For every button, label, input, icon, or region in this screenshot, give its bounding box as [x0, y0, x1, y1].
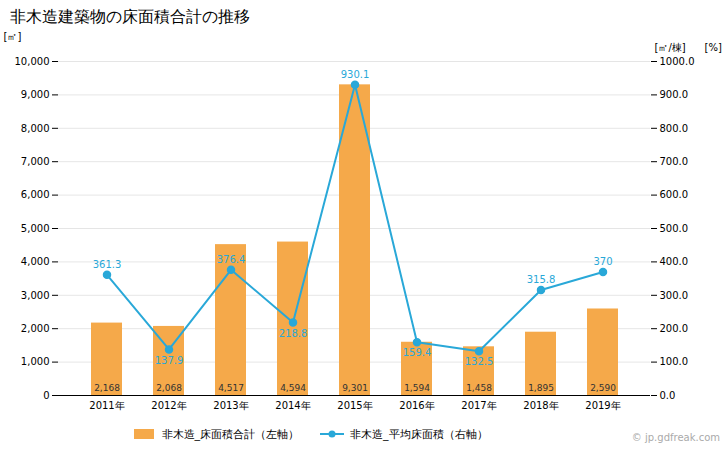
svg-text:1000.0: 1000.0 — [660, 56, 695, 67]
svg-text:376.4: 376.4 — [217, 254, 246, 265]
svg-text:2011年: 2011年 — [89, 400, 124, 411]
html-text:非木造_平均床面積（右軸）: 非木造_平均床面積（右軸） — [350, 427, 488, 441]
svg-text:1,594: 1,594 — [404, 383, 430, 393]
html-text:© jp.gdfreak.com: © jp.gdfreak.com — [631, 432, 720, 443]
svg-text:3,000: 3,000 — [21, 290, 50, 301]
svg-text:2012年: 2012年 — [151, 400, 186, 411]
svg-text:132.5: 132.5 — [465, 356, 494, 367]
svg-text:137.9: 137.9 — [155, 355, 184, 366]
svg-text:9,000: 9,000 — [21, 89, 50, 100]
svg-text:930.1: 930.1 — [341, 69, 370, 80]
svg-text:600.0: 600.0 — [660, 189, 689, 200]
svg-text:1,895: 1,895 — [528, 383, 554, 393]
svg-text:4,000: 4,000 — [21, 256, 50, 267]
svg-text:2,590: 2,590 — [590, 383, 616, 393]
svg-text:700.0: 700.0 — [660, 156, 689, 167]
svg-text:800.0: 800.0 — [660, 123, 689, 134]
svg-text:8,000: 8,000 — [21, 123, 50, 134]
svg-text:2017年: 2017年 — [461, 400, 496, 411]
svg-text:2,000: 2,000 — [21, 323, 50, 334]
svg-text:0.0: 0.0 — [660, 390, 676, 401]
svg-text:2013年: 2013年 — [213, 400, 248, 411]
html-text:非木造建築物の床面積合計の推移: 非木造建築物の床面積合計の推移 — [10, 7, 250, 26]
svg-text:[%]: [%] — [705, 42, 722, 53]
svg-text:0: 0 — [43, 390, 49, 401]
svg-text:5,000: 5,000 — [21, 223, 50, 234]
svg-text:2018年: 2018年 — [523, 400, 558, 411]
svg-text:400.0: 400.0 — [660, 256, 689, 267]
svg-text:10,000: 10,000 — [15, 56, 50, 67]
svg-text:4,517: 4,517 — [218, 383, 244, 393]
svg-text:2019年: 2019年 — [585, 400, 620, 411]
svg-text:315.8: 315.8 — [527, 274, 556, 285]
svg-text:6,000: 6,000 — [21, 189, 50, 200]
svg-text:159.4: 159.4 — [403, 347, 432, 358]
svg-text:900.0: 900.0 — [660, 89, 689, 100]
svg-text:1,458: 1,458 — [466, 383, 492, 393]
svg-text:[㎡]: [㎡] — [4, 31, 22, 42]
svg-text:2016年: 2016年 — [399, 400, 434, 411]
svg-text:4,594: 4,594 — [280, 383, 306, 393]
svg-text:500.0: 500.0 — [660, 223, 689, 234]
svg-text:361.3: 361.3 — [93, 259, 122, 270]
svg-text:200.0: 200.0 — [660, 323, 689, 334]
svg-text:2,068: 2,068 — [156, 383, 182, 393]
svg-text:9,301: 9,301 — [342, 383, 368, 393]
svg-text:2014年: 2014年 — [275, 400, 310, 411]
html-text:非木造_床面積合計（左軸）: 非木造_床面積合計（左軸） — [161, 427, 299, 441]
svg-text:218.8: 218.8 — [279, 328, 308, 339]
svg-text:370: 370 — [593, 256, 612, 267]
svg-text:100.0: 100.0 — [660, 356, 689, 367]
svg-text:300.0: 300.0 — [660, 290, 689, 301]
svg-text:7,000: 7,000 — [21, 156, 50, 167]
svg-text:2015年: 2015年 — [337, 400, 372, 411]
svg-text:1,000: 1,000 — [21, 356, 50, 367]
svg-text:2,168: 2,168 — [94, 383, 120, 393]
svg-text:[㎡/棟]: [㎡/棟] — [655, 42, 686, 53]
